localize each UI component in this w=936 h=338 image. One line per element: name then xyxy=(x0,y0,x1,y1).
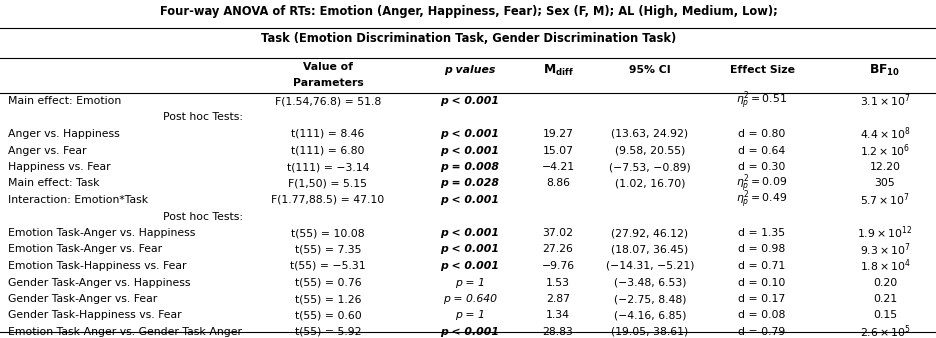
Text: 37.02: 37.02 xyxy=(542,228,573,238)
Text: Main effect: Task: Main effect: Task xyxy=(8,178,99,189)
Text: Anger vs. Fear: Anger vs. Fear xyxy=(8,145,86,155)
Text: 8.86: 8.86 xyxy=(546,178,569,189)
Text: Gender Task-Anger vs. Happiness: Gender Task-Anger vs. Happiness xyxy=(8,277,190,288)
Text: −9.76: −9.76 xyxy=(541,261,574,271)
Text: t(55) = 0.60: t(55) = 0.60 xyxy=(294,311,361,320)
Text: (19.05, 38.61): (19.05, 38.61) xyxy=(610,327,688,337)
Text: $2.6 \times 10^5$: $2.6 \times 10^5$ xyxy=(858,324,910,338)
Text: 305: 305 xyxy=(873,178,895,189)
Text: $\mathbf{BF_{10}}$: $\mathbf{BF_{10}}$ xyxy=(869,63,899,77)
Text: Main effect: Emotion: Main effect: Emotion xyxy=(8,96,121,106)
Text: t(55) = 1.26: t(55) = 1.26 xyxy=(295,294,361,304)
Text: 15.07: 15.07 xyxy=(542,145,573,155)
Text: Value of: Value of xyxy=(302,62,353,72)
Text: 1.34: 1.34 xyxy=(546,311,569,320)
Text: (1.02, 16.70): (1.02, 16.70) xyxy=(614,178,684,189)
Text: t(55) = 5.92: t(55) = 5.92 xyxy=(295,327,361,337)
Text: t(111) = 6.80: t(111) = 6.80 xyxy=(291,145,364,155)
Text: d = 0.80: d = 0.80 xyxy=(738,129,785,139)
Text: 0.21: 0.21 xyxy=(872,294,896,304)
Text: F(1.54,76.8) = 51.8: F(1.54,76.8) = 51.8 xyxy=(274,96,381,106)
Text: p < 0.001: p < 0.001 xyxy=(440,327,499,337)
Text: 0.20: 0.20 xyxy=(872,277,896,288)
Text: t(111) = 8.46: t(111) = 8.46 xyxy=(291,129,364,139)
Text: p < 0.001: p < 0.001 xyxy=(440,244,499,255)
Text: d = 1.35: d = 1.35 xyxy=(738,228,784,238)
Text: Anger vs. Happiness: Anger vs. Happiness xyxy=(8,129,120,139)
Text: t(55) = 10.08: t(55) = 10.08 xyxy=(291,228,364,238)
Text: $\mathbf{M}_{\mathbf{diff}}$: $\mathbf{M}_{\mathbf{diff}}$ xyxy=(542,63,573,77)
Text: (−2.75, 8.48): (−2.75, 8.48) xyxy=(613,294,685,304)
Text: p values: p values xyxy=(444,65,495,75)
Text: $\eta_p^2 = 0.09$: $\eta_p^2 = 0.09$ xyxy=(736,172,787,195)
Text: 28.83: 28.83 xyxy=(542,327,573,337)
Text: p = 0.028: p = 0.028 xyxy=(440,178,499,189)
Text: p < 0.001: p < 0.001 xyxy=(440,195,499,205)
Text: Emotion Task-Anger vs. Gender Task-Anger: Emotion Task-Anger vs. Gender Task-Anger xyxy=(8,327,241,337)
Text: 27.26: 27.26 xyxy=(542,244,573,255)
Text: p = 0.640: p = 0.640 xyxy=(443,294,496,304)
Text: $3.1 \times 10^7$: $3.1 \times 10^7$ xyxy=(858,93,910,109)
Text: 19.27: 19.27 xyxy=(542,129,573,139)
Text: p = 0.008: p = 0.008 xyxy=(440,162,499,172)
Text: $\eta_p^2 = 0.49$: $\eta_p^2 = 0.49$ xyxy=(736,189,787,211)
Text: d = 0.64: d = 0.64 xyxy=(738,145,784,155)
Text: d = 0.71: d = 0.71 xyxy=(738,261,784,271)
Text: Task (Emotion Discrimination Task, Gender Discrimination Task): Task (Emotion Discrimination Task, Gende… xyxy=(260,32,676,45)
Text: Parameters: Parameters xyxy=(292,78,363,88)
Text: −4.21: −4.21 xyxy=(541,162,574,172)
Text: d = 0.08: d = 0.08 xyxy=(738,311,785,320)
Text: 2.87: 2.87 xyxy=(546,294,569,304)
Text: Interaction: Emotion*Task: Interaction: Emotion*Task xyxy=(8,195,148,205)
Text: t(55) = −5.31: t(55) = −5.31 xyxy=(290,261,365,271)
Text: (−7.53, −0.89): (−7.53, −0.89) xyxy=(608,162,690,172)
Text: (27.92, 46.12): (27.92, 46.12) xyxy=(611,228,688,238)
Text: $9.3 \times 10^7$: $9.3 \times 10^7$ xyxy=(858,241,910,258)
Text: Happiness vs. Fear: Happiness vs. Fear xyxy=(8,162,110,172)
Text: Emotion Task-Anger vs. Fear: Emotion Task-Anger vs. Fear xyxy=(8,244,162,255)
Text: 0.15: 0.15 xyxy=(872,311,896,320)
Text: (13.63, 24.92): (13.63, 24.92) xyxy=(611,129,688,139)
Text: d = 0.30: d = 0.30 xyxy=(738,162,785,172)
Text: $1.8 \times 10^4$: $1.8 \times 10^4$ xyxy=(858,258,910,274)
Text: (9.58, 20.55): (9.58, 20.55) xyxy=(614,145,684,155)
Text: t(55) = 0.76: t(55) = 0.76 xyxy=(295,277,361,288)
Text: Gender Task-Happiness vs. Fear: Gender Task-Happiness vs. Fear xyxy=(8,311,182,320)
Text: Emotion Task-Happiness vs. Fear: Emotion Task-Happiness vs. Fear xyxy=(8,261,186,271)
Text: F(1,50) = 5.15: F(1,50) = 5.15 xyxy=(288,178,367,189)
Text: $1.9 \times 10^{12}$: $1.9 \times 10^{12}$ xyxy=(856,225,912,241)
Text: $\eta_p^2 = 0.51$: $\eta_p^2 = 0.51$ xyxy=(736,90,786,112)
Text: p < 0.001: p < 0.001 xyxy=(440,261,499,271)
Text: F(1.77,88.5) = 47.10: F(1.77,88.5) = 47.10 xyxy=(271,195,384,205)
Text: (−3.48, 6.53): (−3.48, 6.53) xyxy=(613,277,685,288)
Text: d = 0.79: d = 0.79 xyxy=(738,327,784,337)
Text: Emotion Task-Anger vs. Happiness: Emotion Task-Anger vs. Happiness xyxy=(8,228,196,238)
Text: (−14.31, −5.21): (−14.31, −5.21) xyxy=(605,261,694,271)
Text: p < 0.001: p < 0.001 xyxy=(440,129,499,139)
Text: p < 0.001: p < 0.001 xyxy=(440,96,499,106)
Text: $4.4 \times 10^8$: $4.4 \times 10^8$ xyxy=(858,126,910,142)
Text: p < 0.001: p < 0.001 xyxy=(440,145,499,155)
Text: p < 0.001: p < 0.001 xyxy=(440,228,499,238)
Text: d = 0.98: d = 0.98 xyxy=(738,244,784,255)
Text: Post hoc Tests:: Post hoc Tests: xyxy=(163,113,242,122)
Text: 95% CI: 95% CI xyxy=(628,65,670,75)
Text: Effect Size: Effect Size xyxy=(729,65,794,75)
Text: t(111) = −3.14: t(111) = −3.14 xyxy=(286,162,369,172)
Text: 12.20: 12.20 xyxy=(869,162,899,172)
Text: (−4.16, 6.85): (−4.16, 6.85) xyxy=(613,311,685,320)
Text: d = 0.17: d = 0.17 xyxy=(738,294,784,304)
Text: $5.7 \times 10^7$: $5.7 \times 10^7$ xyxy=(859,192,909,208)
Text: Post hoc Tests:: Post hoc Tests: xyxy=(163,212,242,221)
Text: Four-way ANOVA of RTs: Emotion (Anger, Happiness, Fear); Sex (F, M); AL (High, M: Four-way ANOVA of RTs: Emotion (Anger, H… xyxy=(159,5,777,18)
Text: Gender Task-Anger vs. Fear: Gender Task-Anger vs. Fear xyxy=(8,294,157,304)
Text: d = 0.10: d = 0.10 xyxy=(738,277,785,288)
Text: (18.07, 36.45): (18.07, 36.45) xyxy=(610,244,688,255)
Text: $1.2 \times 10^6$: $1.2 \times 10^6$ xyxy=(859,142,909,159)
Text: p = 1: p = 1 xyxy=(455,277,485,288)
Text: 1.53: 1.53 xyxy=(546,277,569,288)
Text: p = 1: p = 1 xyxy=(455,311,485,320)
Text: t(55) = 7.35: t(55) = 7.35 xyxy=(295,244,361,255)
